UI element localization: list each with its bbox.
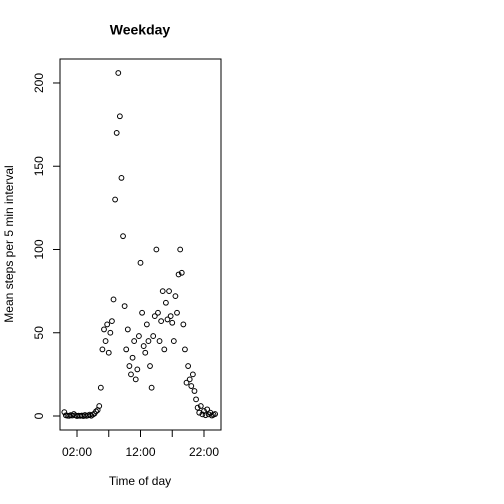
point	[204, 406, 211, 413]
point	[183, 379, 190, 386]
point	[185, 363, 192, 369]
y-tick-label: 150	[32, 156, 46, 176]
point	[169, 319, 176, 326]
point	[126, 363, 133, 369]
point	[212, 411, 218, 417]
point	[142, 349, 149, 356]
point	[164, 316, 171, 323]
x-tick-label: 12:00	[125, 445, 155, 459]
point	[197, 403, 204, 409]
point	[102, 338, 109, 344]
point	[193, 396, 199, 403]
point	[121, 303, 128, 310]
point	[123, 346, 130, 353]
point	[151, 313, 158, 320]
point	[131, 338, 138, 344]
point	[61, 409, 68, 416]
point	[188, 383, 195, 389]
point	[101, 326, 107, 333]
point	[156, 338, 163, 344]
point	[194, 404, 201, 411]
point	[162, 299, 169, 306]
point	[112, 196, 119, 203]
plot-box	[59, 58, 222, 431]
x-axis-label: Time of day	[109, 474, 171, 488]
point	[170, 338, 177, 344]
y-tick-label: 100	[32, 239, 46, 259]
point	[153, 246, 160, 253]
point	[174, 309, 180, 316]
point	[134, 366, 141, 373]
point	[167, 313, 174, 320]
point	[159, 288, 166, 295]
point	[158, 318, 165, 324]
point	[148, 384, 155, 391]
point	[177, 246, 184, 253]
point	[166, 288, 172, 295]
point	[150, 333, 157, 339]
point	[155, 309, 161, 316]
y-tick-label: 200	[32, 73, 46, 93]
point	[115, 70, 122, 76]
point	[147, 363, 153, 369]
point	[113, 130, 120, 136]
point	[186, 376, 193, 383]
point	[139, 309, 145, 316]
x-tick-label: 02:00	[62, 445, 92, 459]
point	[104, 321, 111, 328]
point	[118, 174, 125, 181]
point	[189, 371, 196, 378]
point	[109, 318, 115, 324]
point	[191, 388, 198, 394]
point	[175, 271, 182, 278]
point	[124, 326, 131, 333]
point	[199, 411, 206, 418]
point	[105, 349, 112, 356]
point	[143, 321, 150, 328]
point	[97, 384, 104, 391]
y-tick-label: 0	[32, 412, 46, 419]
point	[182, 346, 188, 353]
point	[178, 269, 185, 276]
point	[129, 354, 136, 361]
point	[180, 321, 187, 328]
point	[145, 338, 152, 344]
point	[172, 293, 179, 300]
point	[136, 333, 142, 339]
point	[99, 346, 106, 353]
chart-title: Weekday	[110, 22, 171, 38]
point	[96, 403, 103, 409]
point	[107, 329, 114, 336]
point	[110, 296, 117, 303]
point	[116, 113, 123, 120]
point	[132, 376, 139, 383]
y-axis-label: Mean steps per 5 min interval	[2, 165, 16, 322]
point	[161, 346, 168, 353]
point	[120, 233, 126, 240]
point	[137, 259, 144, 266]
point	[140, 343, 147, 349]
point	[93, 408, 99, 415]
y-tick-label: 50	[32, 326, 46, 340]
point	[202, 412, 209, 419]
point	[128, 371, 134, 378]
x-tick-label: 22:00	[189, 445, 219, 459]
